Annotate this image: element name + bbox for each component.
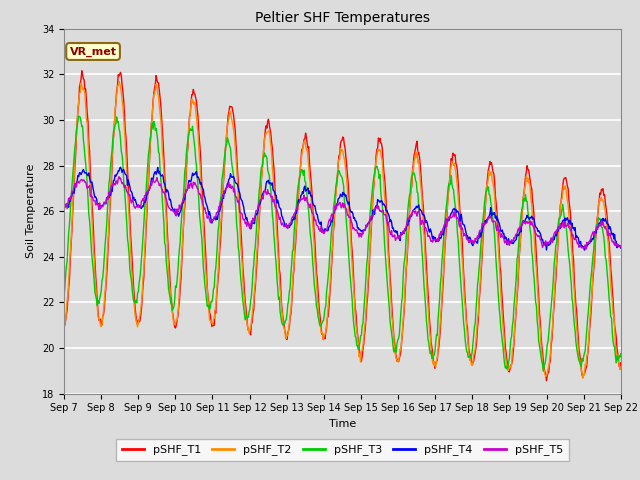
pSHF_T4 <box>428 228 435 234</box>
pSHF_T4 <box>185 178 193 184</box>
pSHF_T5 <box>428 239 435 244</box>
Line: pSHF_T2: pSHF_T2 <box>64 81 621 378</box>
Line: pSHF_T3: pSHF_T3 <box>64 117 621 371</box>
pSHF_T1 <box>428 340 435 346</box>
pSHF_T3 <box>411 173 419 179</box>
pSHF_T2 <box>185 125 193 131</box>
Line: pSHF_T5: pSHF_T5 <box>64 177 621 249</box>
pSHF_T4 <box>411 205 419 211</box>
pSHF_T2 <box>428 347 435 353</box>
pSHF_T5 <box>617 243 625 249</box>
pSHF_T3 <box>540 368 547 374</box>
pSHF_T5 <box>185 181 193 187</box>
pSHF_T3 <box>428 348 435 354</box>
pSHF_T1 <box>60 318 68 324</box>
Y-axis label: Soil Temperature: Soil Temperature <box>26 164 36 258</box>
pSHF_T2 <box>70 175 78 181</box>
pSHF_T5 <box>70 184 78 190</box>
X-axis label: Time: Time <box>329 419 356 429</box>
pSHF_T3 <box>214 228 222 234</box>
pSHF_T4 <box>70 191 78 196</box>
pSHF_T2 <box>60 326 68 332</box>
pSHF_T1 <box>617 360 625 366</box>
pSHF_T5 <box>582 246 590 252</box>
pSHF_T1 <box>543 378 550 384</box>
pSHF_T1 <box>214 276 222 281</box>
Line: pSHF_T1: pSHF_T1 <box>64 71 621 381</box>
pSHF_T3 <box>128 287 136 292</box>
Text: VR_met: VR_met <box>70 47 116 57</box>
pSHF_T2 <box>214 269 222 275</box>
pSHF_T3 <box>617 351 625 357</box>
pSHF_T5 <box>128 197 136 203</box>
pSHF_T3 <box>185 132 193 137</box>
pSHF_T1 <box>128 258 136 264</box>
pSHF_T2 <box>115 78 123 84</box>
pSHF_T5 <box>115 174 123 180</box>
Line: pSHF_T4: pSHF_T4 <box>64 167 621 250</box>
pSHF_T4 <box>128 191 136 196</box>
pSHF_T4 <box>214 212 222 217</box>
Legend: pSHF_T1, pSHF_T2, pSHF_T3, pSHF_T4, pSHF_T5: pSHF_T1, pSHF_T2, pSHF_T3, pSHF_T4, pSHF… <box>116 439 569 461</box>
pSHF_T4 <box>580 247 588 253</box>
pSHF_T2 <box>617 365 625 371</box>
pSHF_T3 <box>60 294 68 300</box>
pSHF_T5 <box>411 210 419 216</box>
pSHF_T1 <box>185 128 193 134</box>
pSHF_T2 <box>128 274 136 280</box>
pSHF_T1 <box>70 181 78 187</box>
pSHF_T3 <box>75 114 83 120</box>
pSHF_T2 <box>579 375 587 381</box>
pSHF_T3 <box>70 156 78 161</box>
pSHF_T4 <box>617 245 625 251</box>
pSHF_T4 <box>116 164 124 170</box>
pSHF_T2 <box>411 156 419 162</box>
pSHF_T5 <box>214 209 222 215</box>
pSHF_T1 <box>411 149 419 155</box>
pSHF_T5 <box>60 200 68 205</box>
Title: Peltier SHF Temperatures: Peltier SHF Temperatures <box>255 11 430 25</box>
pSHF_T4 <box>60 202 68 207</box>
pSHF_T1 <box>78 68 86 73</box>
